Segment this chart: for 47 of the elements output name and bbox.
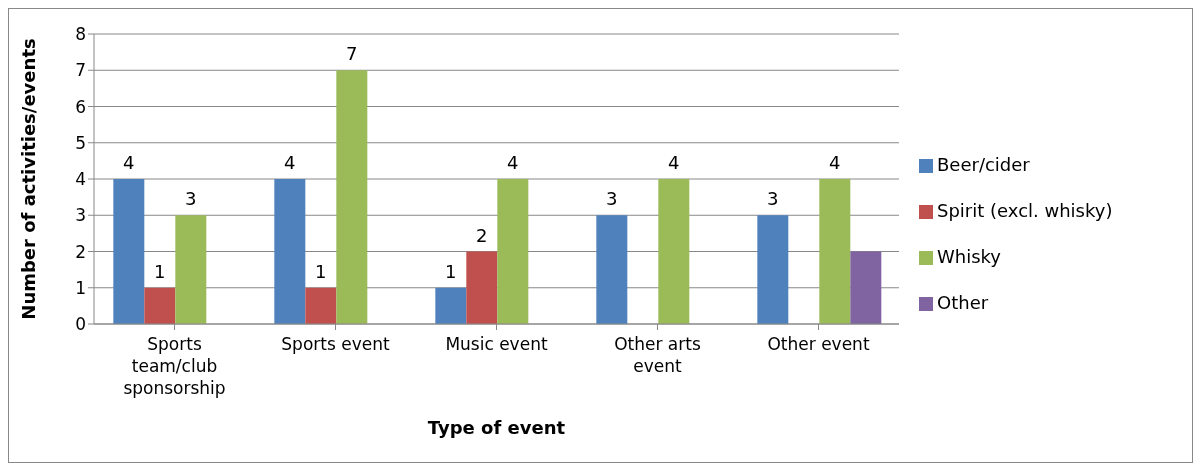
data-label: 2 [476, 224, 488, 246]
data-label: 7 [346, 43, 358, 65]
bar [658, 179, 690, 324]
y-tick-label: 0 [75, 314, 86, 335]
x-axis-title: Type of event [427, 417, 566, 438]
data-label: 4 [507, 152, 519, 173]
data-label: 4 [668, 152, 680, 173]
x-tick-label: Music event [445, 334, 548, 354]
x-tick-label: Sports team/club sponsorship [123, 334, 226, 398]
legend-label: Whisky [937, 246, 1002, 267]
bar [175, 215, 207, 324]
bar [435, 287, 467, 324]
x-tick-label: Other arts event [614, 334, 701, 376]
data-label: 1 [445, 260, 457, 282]
bar [819, 179, 851, 324]
data-label: 1 [315, 260, 327, 282]
y-tick-label: 6 [75, 96, 86, 117]
y-axis-title: Number of activities/events [18, 38, 40, 320]
bar [596, 215, 628, 324]
data-label: 3 [606, 188, 618, 210]
data-label: 4 [123, 152, 135, 173]
data-label: 4 [284, 152, 296, 173]
y-tick-label: 7 [75, 60, 86, 81]
bar [850, 251, 882, 324]
legend-label: Spirit (excl. whisky) [937, 200, 1113, 221]
bar [113, 179, 145, 324]
bar [305, 287, 337, 324]
legend-label: Beer/cider [937, 154, 1030, 175]
legend-label: Other [937, 292, 989, 313]
data-label: 4 [829, 152, 841, 173]
y-tick-label: 3 [75, 205, 86, 226]
y-tick-label: 5 [75, 132, 86, 153]
y-tick-label: 8 [75, 24, 86, 45]
bar [144, 287, 176, 324]
x-tick-label: Other event [767, 334, 870, 354]
data-label: 3 [185, 188, 197, 210]
bar [274, 179, 306, 324]
bar [466, 251, 498, 324]
data-label: 3 [767, 188, 779, 210]
y-tick-label: 1 [75, 277, 86, 298]
bar [336, 70, 368, 324]
bar [757, 215, 789, 324]
data-label: 1 [154, 260, 166, 282]
bar [497, 179, 529, 324]
y-tick-label: 4 [75, 169, 86, 190]
x-tick-label: Sports event [281, 334, 390, 354]
y-tick-label: 2 [75, 241, 86, 262]
